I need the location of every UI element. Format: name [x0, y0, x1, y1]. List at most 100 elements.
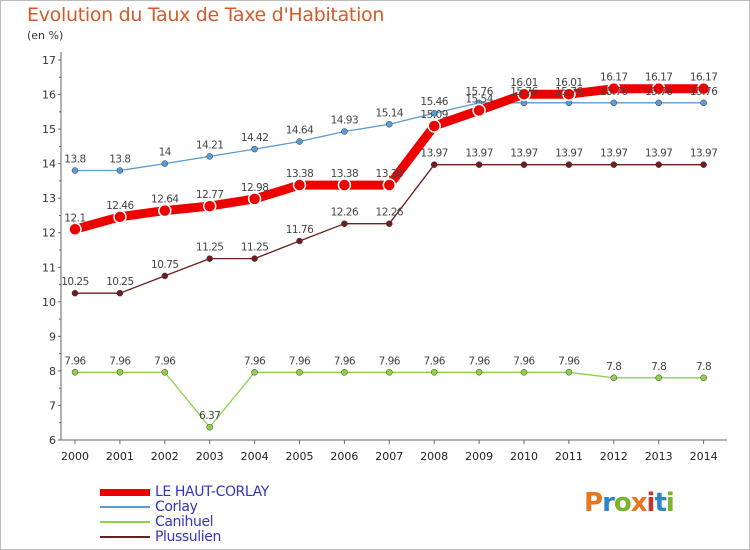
- logo-letter: x: [630, 488, 648, 518]
- data-label-canihuel: 7.96: [424, 355, 446, 367]
- x-tick-label: 2001: [106, 450, 134, 463]
- x-tick-label: 2014: [690, 450, 718, 463]
- data-label-canihuel: 7.96: [558, 355, 580, 367]
- y-tick-label: 8: [49, 365, 56, 378]
- legend-swatch-corlay: [100, 506, 150, 508]
- x-tick-label: 2009: [465, 450, 493, 463]
- legend-item-corlay: Corlay: [100, 499, 198, 515]
- data-point-core-le-haut-corlay: [251, 195, 258, 202]
- data-label-le-haut-corlay: 16.01: [510, 77, 538, 89]
- data-point-core-le-haut-corlay: [476, 107, 483, 114]
- data-label-canihuel: 7.96: [468, 355, 490, 367]
- data-point-core-le-haut-corlay: [565, 91, 572, 98]
- x-tick-label: 2005: [286, 450, 314, 463]
- data-label-le-haut-corlay: 12.1: [64, 212, 85, 224]
- logo-letter: o: [613, 488, 632, 518]
- y-tick-label: 12: [42, 227, 56, 240]
- data-point-plussulien: [251, 255, 258, 262]
- data-point-core-le-haut-corlay: [655, 85, 662, 92]
- data-point-corlay: [161, 160, 169, 167]
- data-label-canihuel: 7.8: [696, 361, 711, 373]
- data-label-le-haut-corlay: 16.01: [555, 77, 583, 89]
- data-label-corlay: 14.64: [286, 125, 314, 137]
- data-label-canihuel: 7.96: [289, 355, 311, 367]
- legend-swatch-plussulien: [100, 536, 150, 538]
- data-point-plussulien: [206, 255, 213, 262]
- legend-item-canihuel: Canihuel: [100, 514, 214, 530]
- legend-label-plussulien: Plussulien: [155, 529, 221, 545]
- data-label-plussulien: 11.25: [196, 242, 224, 254]
- x-tick-label: 2008: [420, 450, 448, 463]
- data-point-corlay: [251, 145, 258, 153]
- proxiti-logo: Proxiti: [584, 488, 675, 518]
- data-label-le-haut-corlay: 13.38: [286, 168, 314, 180]
- data-point-core-le-haut-corlay: [610, 85, 617, 92]
- data-label-le-haut-corlay: 15.54: [465, 93, 493, 105]
- data-label-canihuel: 7.96: [513, 355, 535, 367]
- data-label-corlay: 15.76: [510, 86, 538, 98]
- data-point-corlay: [386, 121, 393, 128]
- x-tick-label: 2012: [600, 450, 628, 463]
- data-label-plussulien: 12.26: [331, 207, 359, 219]
- y-tick-label: 16: [42, 89, 56, 102]
- data-point-plussulien: [520, 161, 528, 168]
- data-point-plussulien: [71, 289, 79, 297]
- x-tick-label: 2000: [61, 450, 89, 463]
- data-label-le-haut-corlay: 12.64: [151, 194, 179, 206]
- data-label-corlay: 14.21: [196, 139, 224, 151]
- data-label-plussulien: 13.97: [420, 148, 448, 160]
- data-point-plussulien: [116, 289, 124, 297]
- logo-letter: P: [584, 488, 603, 518]
- data-point-plussulien: [475, 161, 483, 168]
- x-tick-label: 2006: [330, 450, 358, 463]
- data-point-canihuel: [565, 369, 573, 376]
- data-point-plussulien: [430, 161, 438, 168]
- data-label-plussulien: 13.97: [555, 148, 583, 160]
- data-label-plussulien: 11.25: [241, 242, 269, 254]
- series-corlay: [71, 99, 707, 174]
- logo-letter: r: [602, 488, 615, 518]
- logo-letter: i: [646, 488, 656, 518]
- data-label-plussulien: 13.97: [510, 148, 538, 160]
- data-label-corlay: 15.76: [465, 86, 493, 98]
- data-point-plussulien: [655, 161, 662, 168]
- data-point-plussulien: [386, 220, 393, 227]
- data-point-corlay: [610, 99, 618, 107]
- data-label-plussulien: 11.76: [286, 224, 314, 236]
- y-tick-label: 7: [49, 399, 56, 412]
- legend-item-le-haut-corlay: LE HAUT-CORLAY: [100, 484, 269, 500]
- data-point-canihuel: [161, 369, 169, 376]
- legend-item-plussulien: Plussulien: [100, 529, 221, 545]
- data-point-corlay: [116, 167, 124, 174]
- data-label-plussulien: 10.75: [151, 259, 179, 271]
- x-tick-label: 2013: [645, 450, 673, 463]
- data-label-corlay: 14.93: [331, 115, 359, 127]
- data-point-canihuel: [206, 423, 213, 431]
- unit-label: (en %): [27, 29, 64, 42]
- series-plussulien: [71, 161, 707, 297]
- data-label-canihuel: 7.96: [334, 355, 356, 367]
- data-point-core-le-haut-corlay: [206, 203, 213, 210]
- data-point-plussulien: [161, 272, 169, 280]
- data-point-canihuel: [341, 369, 348, 376]
- data-label-canihuel: 7.96: [154, 355, 176, 367]
- data-label-le-haut-corlay: 15.09: [420, 109, 448, 121]
- data-point-canihuel: [475, 369, 483, 376]
- data-point-canihuel: [116, 369, 124, 376]
- legend-label-corlay: Corlay: [155, 499, 198, 515]
- chart-title: Evolution du Taux de Taxe d'Habitation: [27, 4, 385, 26]
- x-tick-label: 2003: [196, 450, 224, 463]
- logo-letter: i: [665, 488, 675, 518]
- data-point-corlay: [341, 128, 348, 135]
- data-point-corlay: [700, 99, 707, 107]
- data-label-canihuel: 7.8: [606, 361, 621, 373]
- data-point-core-le-haut-corlay: [431, 122, 438, 129]
- data-label-canihuel: 7.8: [651, 361, 666, 373]
- data-label-plussulien: 13.97: [645, 148, 673, 160]
- data-label-le-haut-corlay: 12.46: [106, 200, 134, 212]
- data-label-plussulien: 10.25: [61, 276, 89, 288]
- data-label-le-haut-corlay: 16.17: [600, 72, 628, 84]
- data-label-plussulien: 10.25: [106, 276, 134, 288]
- data-label-le-haut-corlay: 12.98: [241, 182, 269, 194]
